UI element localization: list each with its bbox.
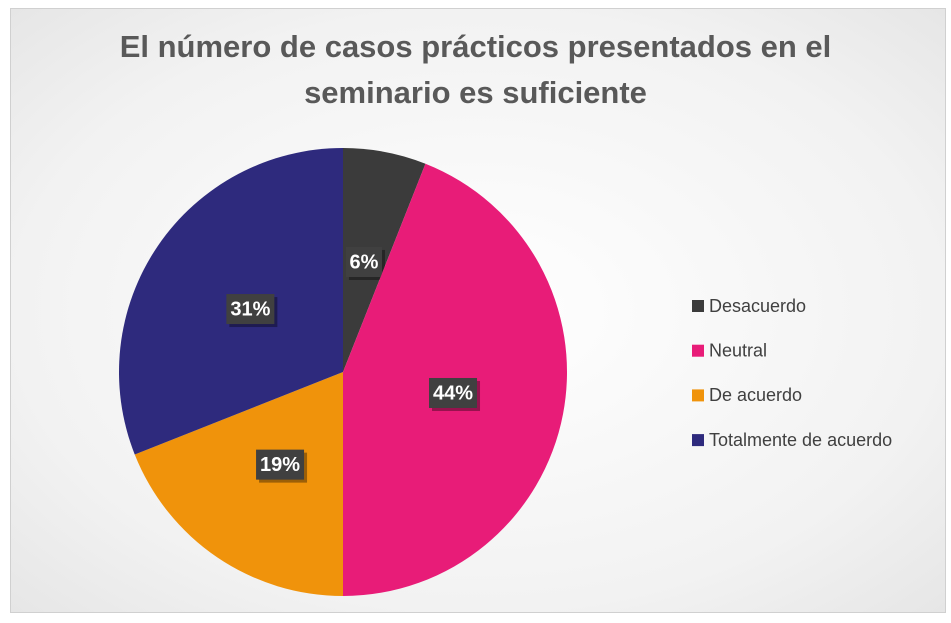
data-label: 31%: [230, 298, 270, 320]
legend-label: De acuerdo: [709, 385, 802, 405]
pie-slice: [343, 148, 426, 372]
legend-swatch: [692, 344, 704, 357]
data-label: 44%: [433, 382, 473, 404]
legend-swatch: [692, 434, 704, 447]
data-label-box: [429, 377, 478, 408]
chart-title: El número de casos prácticos presentados…: [119, 29, 832, 110]
legend-label: Totalmente de acuerdo: [709, 430, 892, 450]
data-label-box: [226, 294, 275, 325]
legend-label: Desacuerdo: [709, 296, 806, 316]
pie-slice: [134, 372, 343, 596]
legend-swatch: [692, 300, 704, 312]
legend-label: Neutral: [709, 340, 767, 360]
data-label: 6%: [350, 251, 379, 273]
legend-swatch: [692, 389, 704, 402]
data-label-box: [345, 246, 382, 277]
data-label-box: [256, 449, 305, 480]
data-label: 19%: [260, 454, 300, 476]
